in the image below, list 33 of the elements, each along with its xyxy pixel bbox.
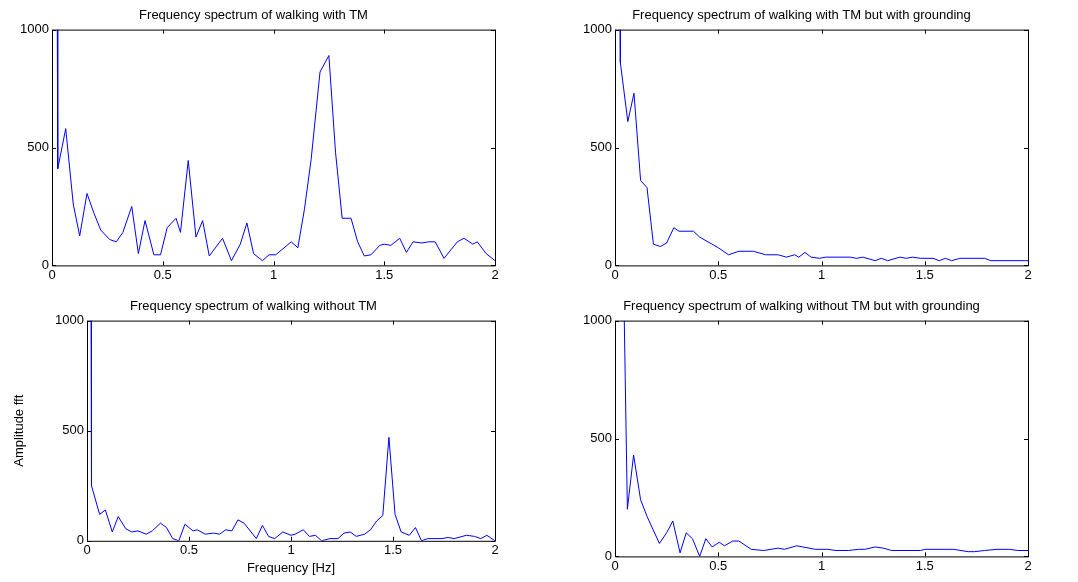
x-tick-label: 2 [491, 542, 499, 558]
chart-title: Frequency spectrum of walking with TM but with grounding [632, 7, 971, 23]
x-tick-label: 0.5 [153, 266, 172, 282]
x-tick-label: 1.5 [915, 266, 934, 282]
y-tick-label: 1000 [583, 21, 612, 37]
x-tick-label: 1.5 [915, 557, 934, 573]
y-tick-label: 0 [41, 256, 49, 272]
x-axis-title: Frequency [Hz] [246, 559, 336, 575]
y-tick-label: 500 [590, 139, 612, 155]
x-tick-label: 1 [287, 542, 295, 558]
x-tick-label: 2 [1024, 266, 1032, 282]
y-tick-label: 1000 [583, 312, 612, 328]
y-tick-label: 1000 [20, 21, 49, 37]
y-tick-label: 500 [62, 422, 84, 438]
x-tick-label: 1 [817, 557, 826, 573]
x-tick-label: 1 [269, 266, 278, 282]
chart-title: Frequency spectrum of walking without TM [130, 298, 377, 314]
x-tick-label: 1.5 [383, 542, 403, 558]
x-tick-label: 2 [491, 266, 499, 282]
x-tick-label: 1.5 [375, 266, 394, 282]
y-axis-title: Amplitude fft [11, 394, 27, 467]
y-tick-label: 500 [590, 430, 612, 446]
x-tick-label: 0.5 [709, 557, 728, 573]
chart-title: Frequency spectrum of walking without TM but with grounding [623, 298, 980, 314]
y-tick-label: 1000 [55, 312, 84, 328]
chart-title: Frequency spectrum of walking with TM [139, 7, 368, 23]
x-tick-label: 0.5 [179, 542, 199, 558]
x-tick-label: 2 [1024, 557, 1032, 573]
x-tick-label: 1 [817, 266, 826, 282]
y-tick-label: 0 [604, 256, 612, 272]
x-tick-label: 0.5 [709, 266, 728, 282]
y-tick-label: 0 [76, 532, 84, 548]
y-tick-label: 500 [27, 139, 49, 155]
